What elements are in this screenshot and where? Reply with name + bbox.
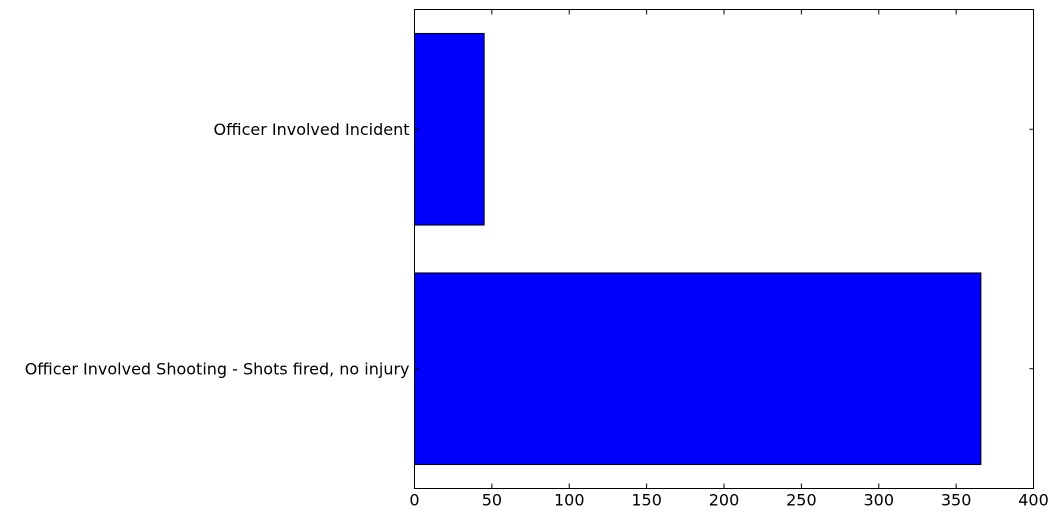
x-tick-label-3: 100: [554, 491, 585, 510]
x-tick-label-7: 300: [863, 491, 894, 510]
plot-frame: [414, 9, 1034, 489]
x-tick-label-9: 400: [1018, 491, 1049, 510]
x-tick-label-6: 250: [786, 491, 817, 510]
bar-1: [414, 32, 485, 226]
x-tick-label-8: 350: [941, 491, 972, 510]
x-tick-label-5: 200: [709, 491, 740, 510]
x-tick-label-2: 50: [482, 491, 502, 510]
y-tick-label-2: Officer Involved Shooting - Shots fired,…: [25, 359, 410, 378]
bars-group: [414, 32, 982, 466]
x-tick-label-1: 0: [409, 491, 419, 510]
labels-group: Officer Involved Incident Officer Involve…: [25, 120, 1049, 510]
y-tick-label-1: Officer Involved Incident: [214, 120, 410, 139]
x-tick-label-4: 150: [631, 491, 662, 510]
bar-2: [414, 272, 982, 466]
